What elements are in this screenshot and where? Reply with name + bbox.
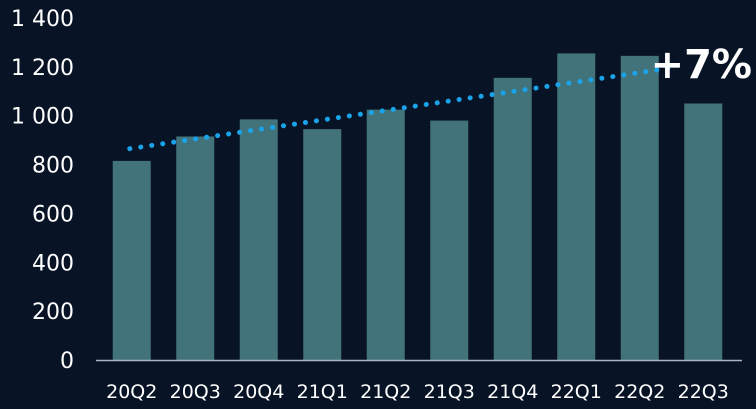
y-tick-label: 0 [60,349,74,374]
y-axis-ticks: 0 200 400 600 800 1 000 1 200 1 400 [11,7,74,374]
bar [239,119,278,360]
x-tick-label: 22Q1 [551,381,602,403]
x-tick-label: 20Q2 [106,381,157,403]
bar [557,53,596,361]
bar [493,77,532,360]
y-tick-label: 1 400 [11,7,74,32]
y-tick-label: 600 [32,202,74,227]
y-tick-label: 200 [32,300,74,325]
x-tick-label: 22Q2 [614,381,665,403]
bar [303,129,342,360]
x-tick-label: 20Q3 [170,381,221,403]
bar [112,160,151,360]
y-tick-label: 400 [32,251,74,276]
x-tick-label: 22Q3 [678,381,729,403]
bar-series [112,53,723,361]
y-tick-label: 800 [32,154,74,179]
x-tick-label: 21Q1 [297,381,348,403]
x-tick-label: 20Q4 [233,381,284,403]
x-tick-label: 21Q4 [487,381,538,403]
x-tick-label: 21Q3 [424,381,475,403]
x-tick-label: 21Q2 [360,381,411,403]
trend-line [127,65,673,152]
bar [684,103,723,360]
bar [176,136,215,360]
growth-annotation: +7% [651,42,752,88]
bar [620,55,659,360]
y-tick-label: 1 200 [11,56,74,81]
bar [366,109,405,360]
y-tick-label: 1 000 [11,105,74,130]
x-axis-labels: 20Q2 20Q3 20Q4 21Q1 21Q2 21Q3 21Q4 22Q1 22Q2 22Q3 [106,381,729,403]
bar [430,120,469,360]
